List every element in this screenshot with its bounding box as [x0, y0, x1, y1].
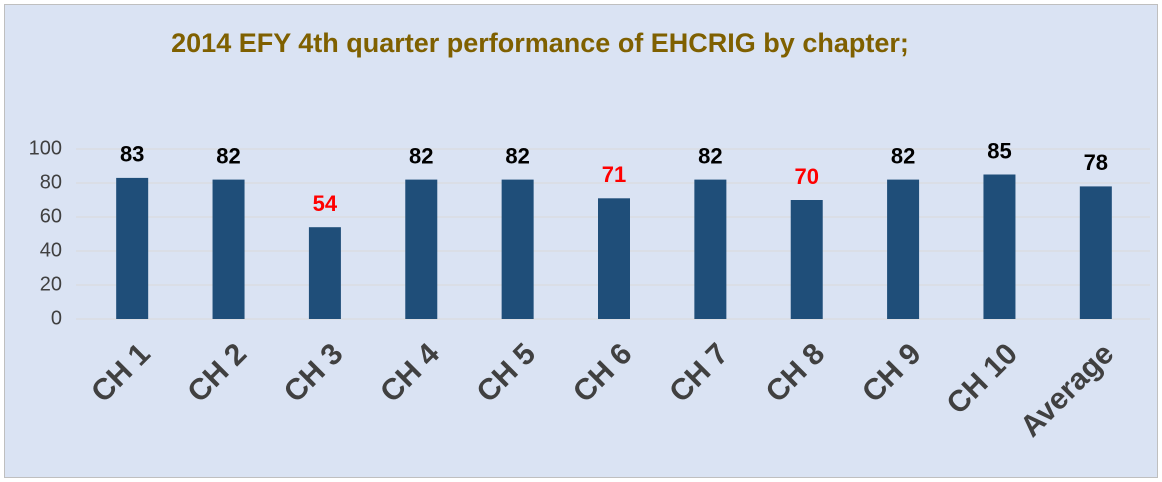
- x-tick-label: CH 1: [85, 337, 157, 409]
- value-label: 70: [794, 164, 818, 189]
- x-tick-label: CH 10: [941, 337, 1024, 420]
- bar: [212, 179, 245, 319]
- bar: [598, 198, 630, 319]
- bar: [887, 179, 920, 319]
- x-tick-label: Average: [1014, 337, 1120, 443]
- value-label: 85: [987, 138, 1011, 163]
- chart-background: [4, 4, 1158, 478]
- bar: [694, 179, 727, 319]
- x-tick-label: CH 7: [663, 337, 735, 409]
- x-tick-label: CH 8: [760, 337, 832, 409]
- y-tick-label: 80: [40, 171, 62, 193]
- bar: [790, 200, 823, 319]
- bar: [116, 177, 149, 319]
- bar: [1079, 186, 1112, 319]
- value-label: 82: [505, 143, 529, 168]
- x-tick-label: CH 6: [567, 337, 639, 409]
- y-tick-label: 100: [29, 137, 62, 159]
- x-tick-label: CH 3: [278, 337, 350, 409]
- bar: [308, 227, 341, 319]
- value-label: 54: [313, 191, 338, 216]
- chart-title: 2014 EFY 4th quarter performance of EHCR…: [171, 28, 909, 58]
- value-label: 82: [698, 143, 722, 168]
- bar: [405, 179, 438, 319]
- x-tick-label: CH 2: [181, 337, 253, 409]
- bar: [983, 174, 1016, 319]
- bar: [501, 179, 534, 319]
- y-tick-label: 20: [40, 273, 62, 295]
- y-tick-label: 60: [40, 205, 62, 227]
- value-label: 82: [891, 143, 915, 168]
- value-label: 82: [409, 143, 433, 168]
- x-tick-label: CH 4: [374, 337, 446, 409]
- value-label: 78: [1084, 150, 1108, 175]
- value-label: 83: [120, 142, 144, 167]
- y-tick-label: 40: [40, 239, 62, 261]
- value-label: 82: [216, 143, 240, 168]
- value-label: 71: [602, 162, 626, 187]
- x-tick-label: CH 9: [856, 337, 928, 409]
- x-tick-label: CH 5: [471, 337, 543, 409]
- y-tick-label: 0: [51, 307, 62, 329]
